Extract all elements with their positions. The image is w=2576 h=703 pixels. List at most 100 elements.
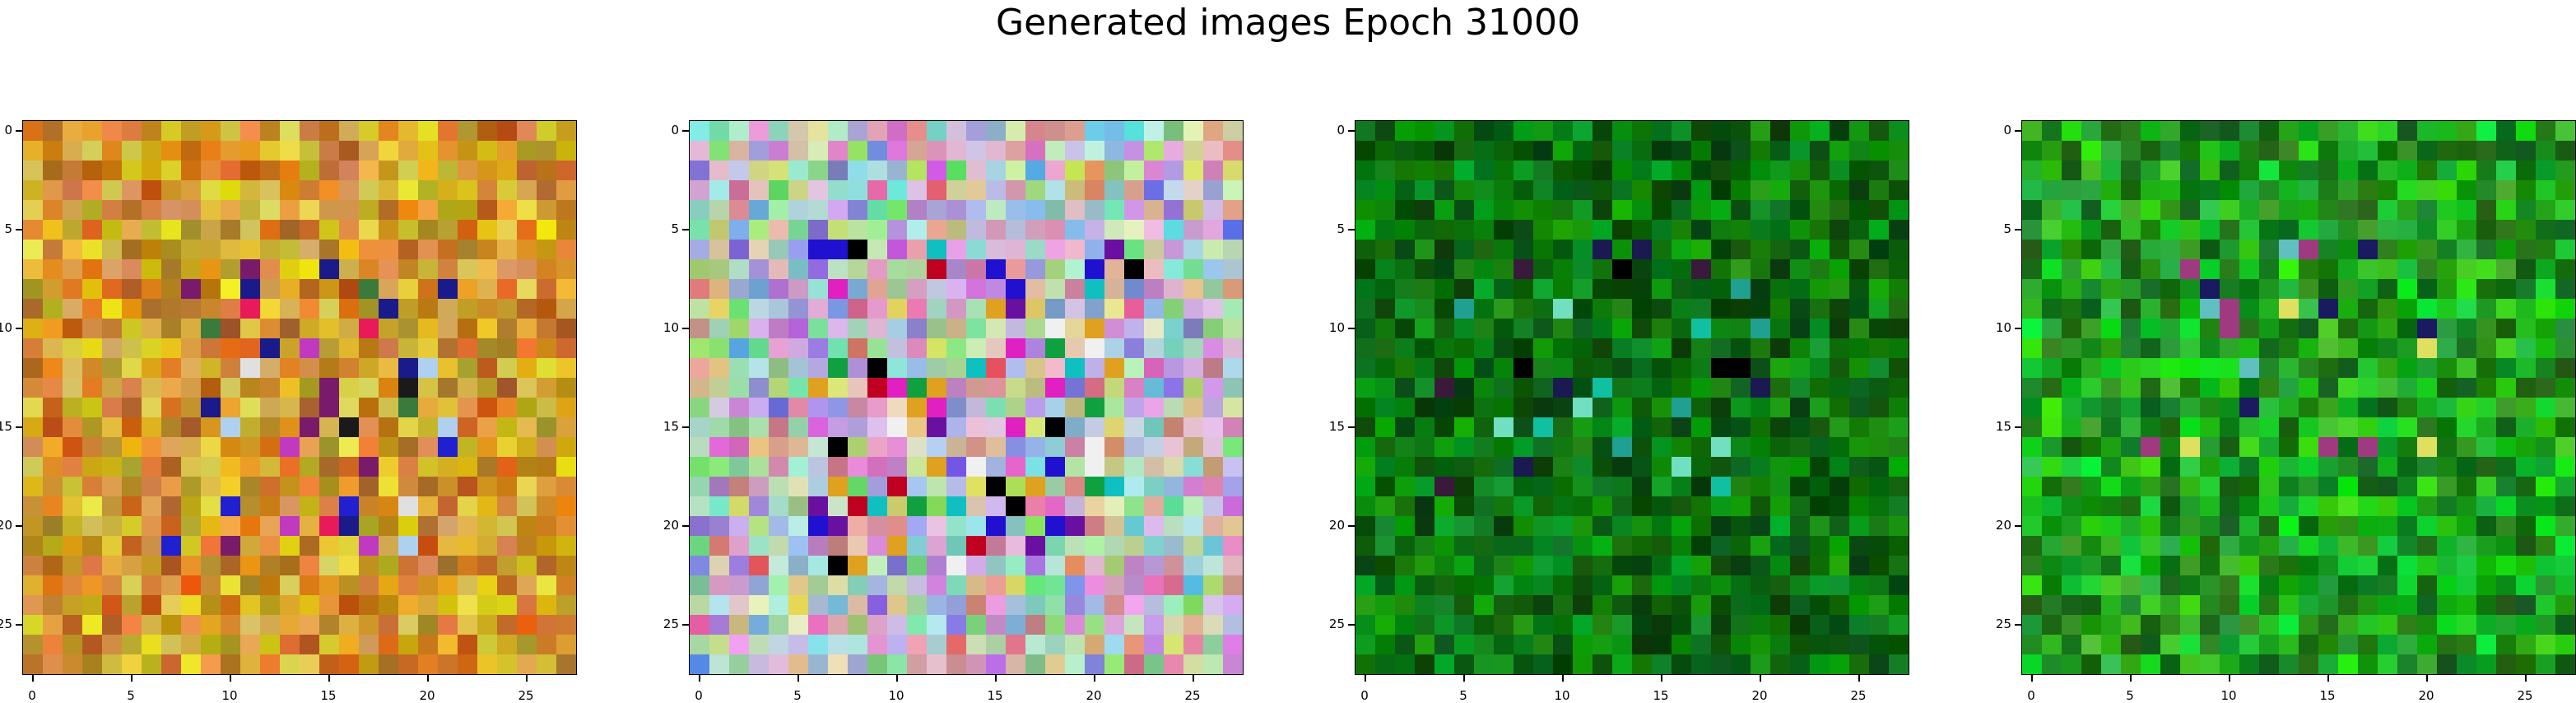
pixel <box>556 437 576 457</box>
pixel <box>2555 279 2575 299</box>
pixel <box>2437 240 2457 259</box>
pixel <box>966 141 986 161</box>
pixel <box>1691 457 1711 477</box>
pixel <box>2476 635 2496 654</box>
pixel <box>1045 141 1065 161</box>
y-tick-label: 0 <box>671 123 679 137</box>
pixel <box>1869 536 1889 556</box>
pixel <box>1612 161 1632 180</box>
pixel <box>1672 319 1691 338</box>
pixel <box>438 180 458 200</box>
pixel <box>2318 615 2338 635</box>
pixel <box>2081 457 2101 477</box>
pixel <box>2536 496 2555 516</box>
pixel <box>240 279 260 299</box>
pixel <box>2417 536 2437 556</box>
pixel <box>2555 575 2575 595</box>
pixel <box>1085 358 1104 378</box>
pixel <box>477 299 497 319</box>
pixel <box>181 437 201 457</box>
pixel <box>181 378 201 398</box>
pixel <box>181 358 201 378</box>
pixel <box>1849 437 1869 457</box>
pixel <box>280 378 300 398</box>
pixel <box>2220 516 2239 536</box>
pixel <box>438 417 458 437</box>
pixel <box>1849 556 1869 575</box>
pixel <box>1830 496 1849 516</box>
pixel <box>887 575 907 595</box>
pixel <box>2141 536 2160 556</box>
pixel <box>497 279 517 299</box>
pixel <box>1869 338 1889 358</box>
pixel <box>359 615 379 635</box>
x-tick-label: 5 <box>127 688 135 703</box>
pixel <box>161 398 181 417</box>
pixel <box>1025 121 1045 141</box>
pixel <box>142 417 161 437</box>
pixel <box>1533 378 1553 398</box>
pixel <box>339 299 359 319</box>
pixel <box>2101 496 2121 516</box>
pixel <box>1573 536 1593 556</box>
pixel <box>2141 161 2160 180</box>
pixel <box>63 358 82 378</box>
pixel <box>1124 319 1144 338</box>
pixel <box>2022 516 2042 536</box>
pixel <box>1355 615 1375 635</box>
pixel <box>379 654 398 674</box>
pixel <box>690 536 709 556</box>
pixel <box>2358 595 2378 615</box>
pixel <box>749 259 769 279</box>
pixel <box>23 180 43 200</box>
pixel <box>2062 161 2081 180</box>
pixel <box>1672 398 1691 417</box>
pixel <box>379 516 398 536</box>
pixel <box>2259 556 2279 575</box>
pixel <box>82 200 102 220</box>
pixel <box>1770 536 1790 556</box>
pixel <box>142 654 161 674</box>
pixel <box>927 417 946 437</box>
pixel <box>300 457 319 477</box>
pixel <box>788 338 808 358</box>
pixel <box>1533 220 1553 240</box>
pixel <box>2457 200 2476 220</box>
pixel <box>1006 121 1025 141</box>
pixel <box>2397 654 2417 674</box>
pixel <box>142 575 161 595</box>
x-tick-label: 15 <box>1653 688 1669 703</box>
pixel <box>2516 358 2536 378</box>
pixel <box>966 299 986 319</box>
pixel <box>1810 338 1830 358</box>
pixel <box>1223 575 1243 595</box>
pixel <box>181 575 201 595</box>
pixel <box>2022 121 2042 141</box>
pixel <box>359 575 379 595</box>
pixel <box>2555 358 2575 378</box>
pixel <box>1025 575 1045 595</box>
pixel <box>497 536 517 556</box>
y-tick <box>682 229 689 230</box>
pixel <box>2555 496 2575 516</box>
pixel <box>1573 654 1593 674</box>
pixel <box>887 279 907 299</box>
pixel <box>927 477 946 496</box>
pixel <box>181 141 201 161</box>
pixel <box>2180 161 2200 180</box>
pixel <box>1514 121 1533 141</box>
pixel <box>2022 575 2042 595</box>
pixel <box>1085 595 1104 615</box>
pixel <box>2358 575 2378 595</box>
pixel <box>1672 279 1691 299</box>
pixel <box>23 358 43 378</box>
pixel <box>517 161 537 180</box>
pixel <box>1691 417 1711 437</box>
pixel <box>379 319 398 338</box>
pixel <box>63 161 82 180</box>
pixel <box>2180 220 2200 240</box>
pixel <box>477 477 497 496</box>
pixel <box>2220 575 2239 595</box>
pixel <box>2318 417 2338 437</box>
pixel <box>769 240 788 259</box>
